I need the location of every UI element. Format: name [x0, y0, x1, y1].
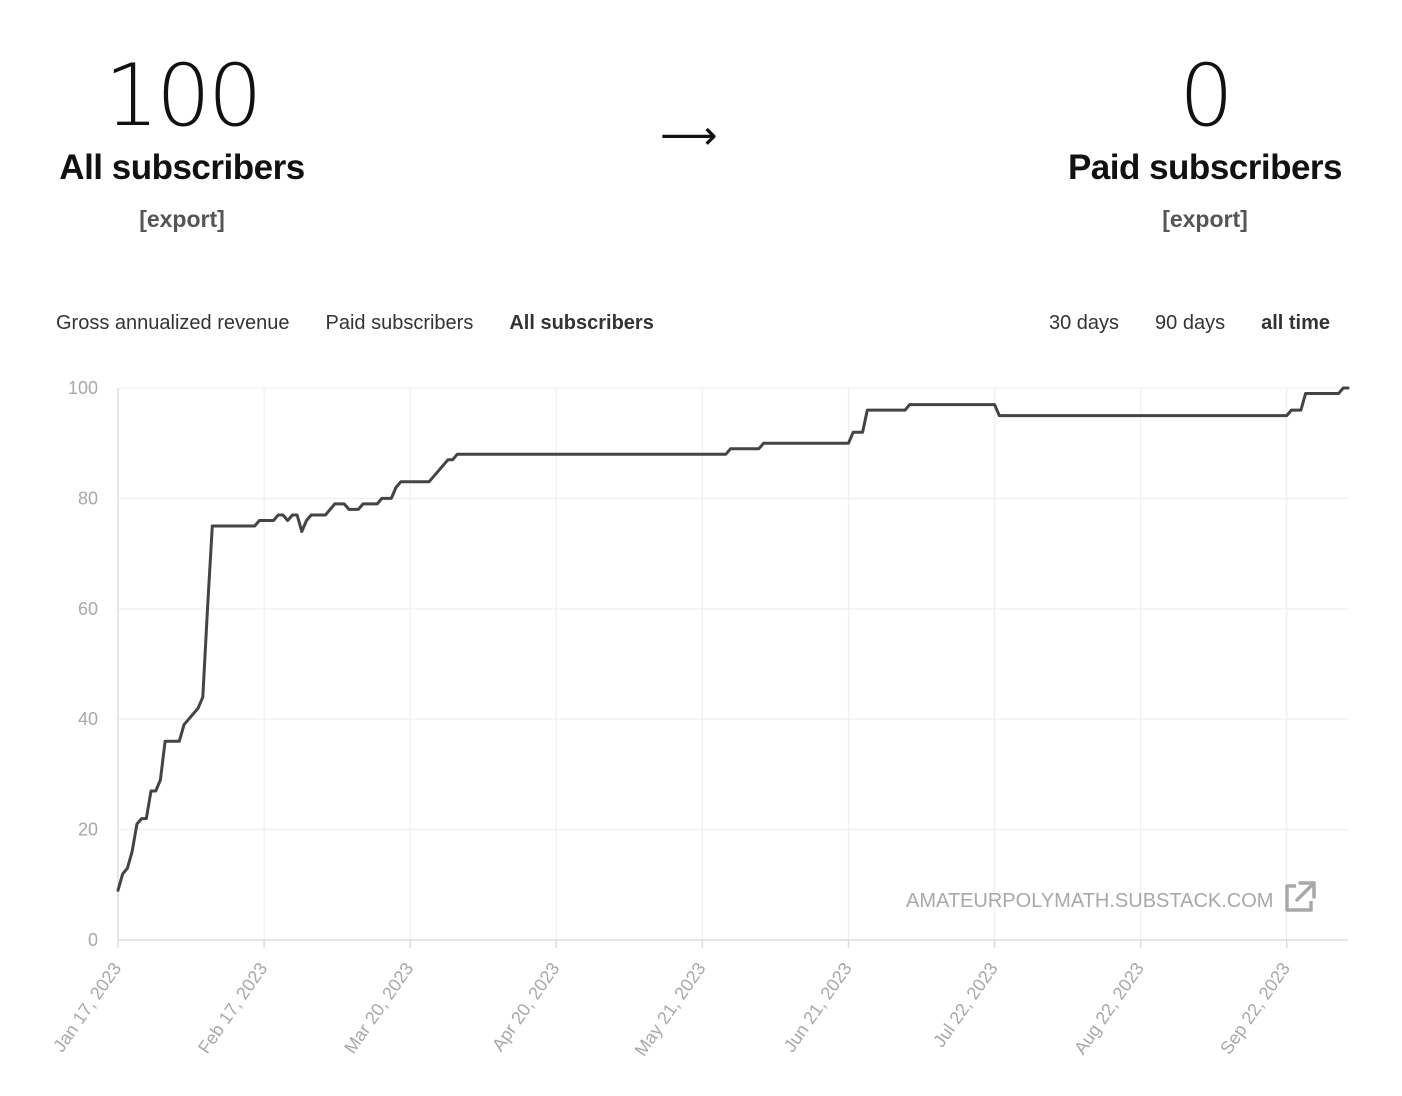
y-tick-label: 100	[68, 378, 98, 398]
chart-axes	[117, 388, 1348, 948]
substack-watermark[interactable]: AMATEURPOLYMATH.SUBSTACK.COM	[906, 880, 1317, 922]
tab-all-subscribers[interactable]: All subscribers	[509, 312, 654, 334]
range-all-time[interactable]: all time	[1261, 312, 1330, 334]
paid-subscribers-export-link[interactable]: [export]	[1162, 206, 1248, 232]
y-tick-label: 0	[88, 930, 98, 950]
metric-tabs: Gross annualized revenue Paid subscriber…	[56, 312, 654, 335]
x-tick-label: Aug 22, 2023	[1070, 959, 1148, 1058]
all-subscribers-summary: 100 All subscribers [export]	[32, 50, 332, 236]
y-tick-label: 40	[78, 709, 98, 729]
tab-gross-annualized-revenue[interactable]: Gross annualized revenue	[56, 312, 290, 334]
x-axis-ticks: Jan 17, 2023 Feb 17, 2023 Mar 20, 2023 Apr …	[49, 959, 1294, 1060]
y-axis-ticks: 0 20 40 60 80 100	[68, 378, 98, 950]
y-tick-label: 60	[78, 599, 98, 619]
all-subscribers-export-link[interactable]: [export]	[139, 206, 225, 232]
y-tick-label: 80	[78, 488, 98, 508]
x-tick-label: Jan 17, 2023	[49, 959, 125, 1056]
x-tick-label: Mar 20, 2023	[340, 959, 417, 1057]
x-tick-label: Sep 22, 2023	[1216, 959, 1294, 1058]
x-tick-label: May 21, 2023	[631, 959, 710, 1060]
x-tick-label: Apr 20, 2023	[488, 959, 564, 1055]
series-line	[116, 386, 1350, 892]
range-tabs: 30 days 90 days all time	[1049, 312, 1330, 335]
x-tick-label: Feb 17, 2023	[194, 959, 271, 1057]
all-subscribers-count: 100	[104, 46, 262, 146]
subscribers-line-chart: 0 20 40 60 80 100 Jan 17, 2023 Feb 17, 2023 Mar…	[49, 378, 1350, 1060]
range-30-days[interactable]: 30 days	[1048, 312, 1120, 334]
paid-subscribers-summary: 0 Paid subscribers [export]	[1055, 50, 1355, 236]
x-tick-label: Jul 22, 2023	[929, 959, 1002, 1051]
paid-subscribers-label: Paid subscribers	[1067, 148, 1343, 187]
range-90-days[interactable]: 90 days	[1155, 312, 1226, 334]
chart-grid	[118, 387, 1348, 940]
x-tick-label: Jun 21, 2023	[780, 959, 856, 1056]
all-subscribers-label: All subscribers	[59, 148, 305, 187]
tab-paid-subscribers[interactable]: Paid subscribers	[325, 312, 474, 334]
paid-subscribers-count: 0	[1179, 46, 1234, 146]
external-link-icon	[1281, 880, 1317, 922]
watermark-text: AMATEURPOLYMATH.SUBSTACK.COM	[906, 889, 1274, 912]
arrow-icon: ⟶	[660, 114, 718, 158]
y-tick-label: 20	[78, 820, 98, 840]
